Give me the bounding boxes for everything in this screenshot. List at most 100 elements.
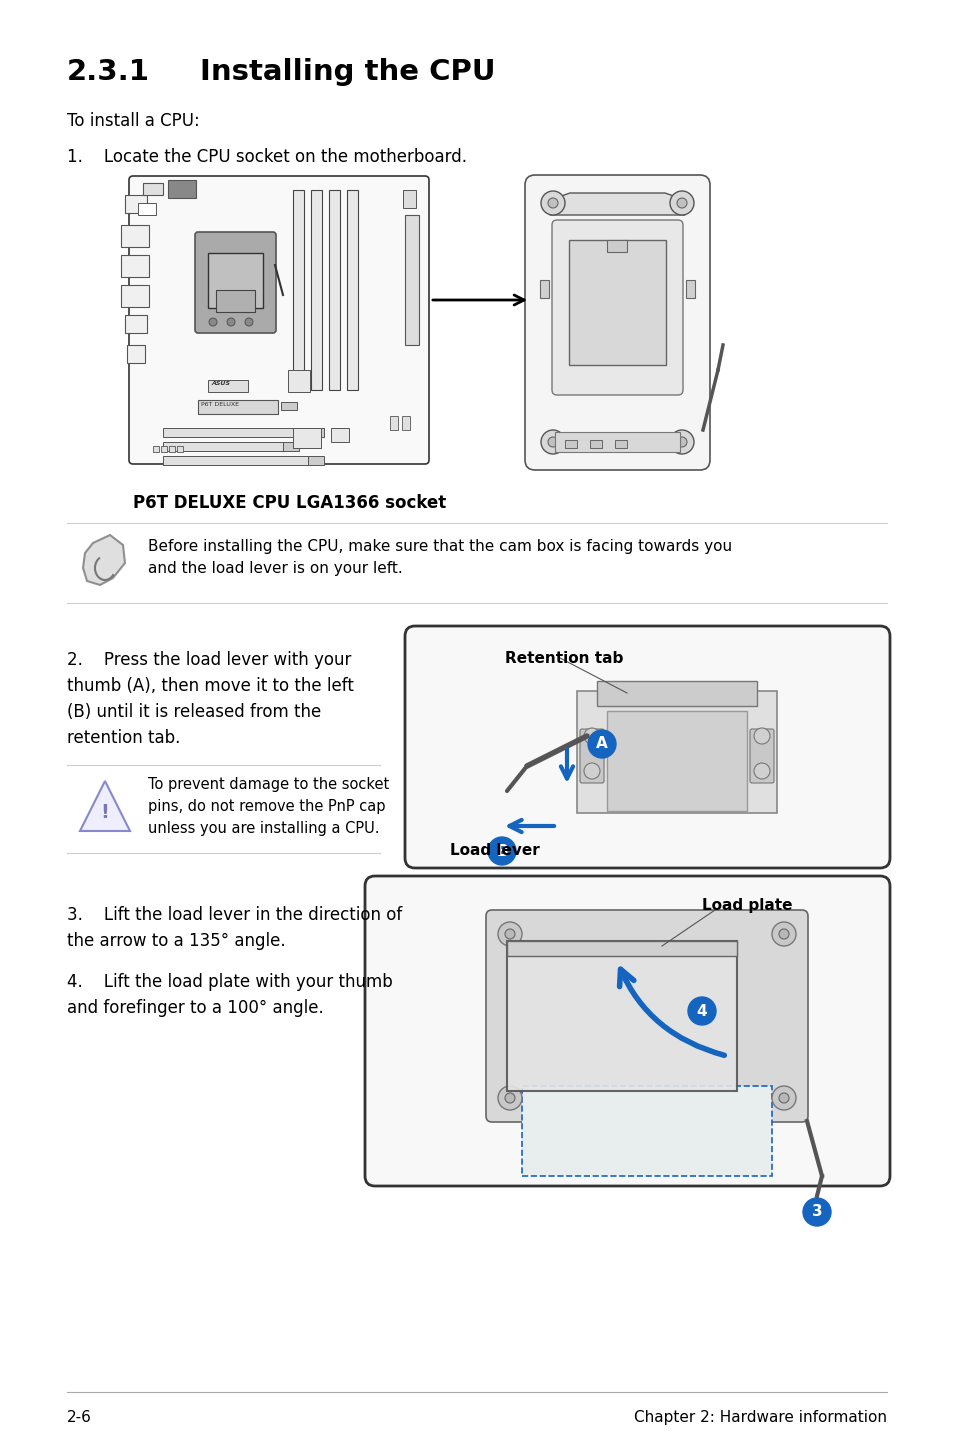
Text: Retention tab: Retention tab bbox=[504, 651, 622, 666]
Circle shape bbox=[587, 731, 616, 758]
Text: 3: 3 bbox=[811, 1205, 821, 1219]
Bar bbox=[597, 682, 757, 706]
Bar bbox=[606, 240, 626, 252]
Bar bbox=[329, 190, 339, 390]
Bar bbox=[401, 416, 410, 430]
Bar bbox=[215, 290, 254, 312]
Circle shape bbox=[753, 728, 769, 743]
Circle shape bbox=[547, 437, 558, 447]
Bar bbox=[685, 280, 695, 298]
Bar bbox=[615, 440, 626, 449]
Bar bbox=[163, 429, 308, 437]
Bar bbox=[143, 183, 163, 196]
Polygon shape bbox=[550, 193, 684, 216]
Circle shape bbox=[779, 929, 788, 939]
FancyBboxPatch shape bbox=[194, 232, 275, 334]
Bar bbox=[564, 440, 577, 449]
Polygon shape bbox=[506, 940, 737, 1091]
Text: B: B bbox=[496, 844, 507, 858]
Bar bbox=[152, 446, 159, 452]
Bar bbox=[293, 429, 320, 449]
FancyBboxPatch shape bbox=[579, 729, 603, 784]
FancyBboxPatch shape bbox=[405, 626, 889, 869]
Circle shape bbox=[771, 922, 795, 946]
Bar bbox=[198, 400, 277, 414]
Circle shape bbox=[497, 1086, 521, 1110]
Bar bbox=[568, 240, 665, 365]
Bar bbox=[311, 190, 322, 390]
Circle shape bbox=[540, 191, 564, 216]
Bar bbox=[208, 253, 263, 308]
Bar bbox=[125, 315, 147, 334]
Text: To install a CPU:: To install a CPU: bbox=[67, 112, 199, 129]
Bar bbox=[163, 456, 308, 464]
Circle shape bbox=[583, 764, 599, 779]
Circle shape bbox=[677, 198, 686, 209]
Polygon shape bbox=[83, 535, 125, 585]
Text: P6T DELUXE: P6T DELUXE bbox=[201, 403, 239, 407]
Circle shape bbox=[669, 430, 693, 454]
Text: A: A bbox=[596, 736, 607, 752]
Circle shape bbox=[488, 837, 516, 866]
Circle shape bbox=[802, 1198, 830, 1227]
Text: the arrow to a 135° angle.: the arrow to a 135° angle. bbox=[67, 932, 285, 951]
Text: Chapter 2: Hardware information: Chapter 2: Hardware information bbox=[634, 1411, 886, 1425]
Bar bbox=[138, 203, 156, 216]
Bar bbox=[281, 403, 296, 410]
Bar bbox=[125, 196, 147, 213]
Text: thumb (A), then move it to the left: thumb (A), then move it to the left bbox=[67, 677, 354, 695]
Bar bbox=[405, 216, 418, 345]
Bar bbox=[308, 456, 324, 464]
FancyBboxPatch shape bbox=[524, 175, 709, 470]
Text: 2.3.1: 2.3.1 bbox=[67, 58, 150, 86]
Circle shape bbox=[771, 1086, 795, 1110]
Text: Installing the CPU: Installing the CPU bbox=[200, 58, 495, 86]
Text: Before installing the CPU, make sure that the cam box is facing towards you: Before installing the CPU, make sure tha… bbox=[148, 539, 731, 554]
Text: To prevent damage to the socket: To prevent damage to the socket bbox=[148, 777, 389, 792]
FancyBboxPatch shape bbox=[749, 729, 773, 784]
Circle shape bbox=[687, 997, 716, 1025]
Bar bbox=[521, 1086, 771, 1176]
Polygon shape bbox=[80, 781, 130, 831]
Text: 2-6: 2-6 bbox=[67, 1411, 91, 1425]
FancyBboxPatch shape bbox=[485, 910, 807, 1122]
Circle shape bbox=[504, 1093, 515, 1103]
Text: unless you are installing a CPU.: unless you are installing a CPU. bbox=[148, 821, 379, 835]
Bar bbox=[121, 285, 149, 306]
Text: and the load lever is on your left.: and the load lever is on your left. bbox=[148, 561, 402, 577]
Circle shape bbox=[779, 1093, 788, 1103]
Bar bbox=[402, 190, 416, 209]
Bar bbox=[293, 190, 304, 390]
Circle shape bbox=[227, 318, 234, 326]
Text: (B) until it is released from the: (B) until it is released from the bbox=[67, 703, 321, 720]
Bar bbox=[308, 429, 324, 437]
Text: and forefinger to a 100° angle.: and forefinger to a 100° angle. bbox=[67, 999, 323, 1017]
Bar bbox=[177, 446, 183, 452]
Bar bbox=[208, 380, 248, 393]
Circle shape bbox=[677, 437, 686, 447]
Circle shape bbox=[245, 318, 253, 326]
FancyBboxPatch shape bbox=[365, 876, 889, 1186]
Bar bbox=[331, 429, 349, 441]
Bar bbox=[127, 345, 145, 362]
Text: 4: 4 bbox=[696, 1004, 706, 1018]
Bar bbox=[283, 441, 298, 452]
Bar bbox=[555, 431, 679, 452]
Bar bbox=[169, 446, 174, 452]
Text: 2.    Press the load lever with your: 2. Press the load lever with your bbox=[67, 651, 351, 669]
Circle shape bbox=[504, 929, 515, 939]
Bar bbox=[288, 370, 310, 393]
Bar bbox=[163, 441, 283, 452]
Text: P6T DELUXE CPU LGA1366 socket: P6T DELUXE CPU LGA1366 socket bbox=[132, 495, 446, 512]
Circle shape bbox=[497, 922, 521, 946]
Bar bbox=[539, 280, 548, 298]
Bar bbox=[121, 255, 149, 278]
Text: 4.    Lift the load plate with your thumb: 4. Lift the load plate with your thumb bbox=[67, 974, 393, 991]
FancyBboxPatch shape bbox=[129, 175, 429, 464]
Bar bbox=[606, 710, 746, 811]
Circle shape bbox=[753, 764, 769, 779]
Circle shape bbox=[540, 430, 564, 454]
Text: 1.    Locate the CPU socket on the motherboard.: 1. Locate the CPU socket on the motherbo… bbox=[67, 148, 467, 165]
Bar bbox=[589, 440, 601, 449]
Text: 3.    Lift the load lever in the direction of: 3. Lift the load lever in the direction … bbox=[67, 906, 402, 925]
